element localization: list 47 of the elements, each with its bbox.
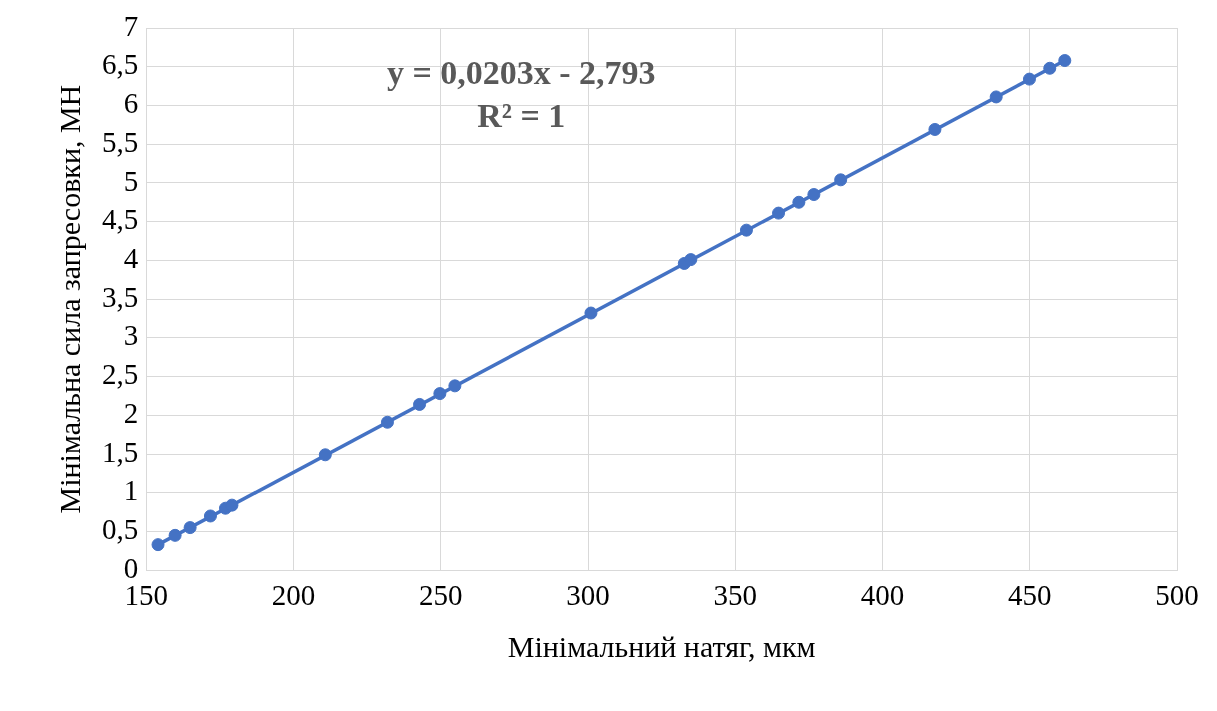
y-tick-label: 5 [123, 164, 139, 197]
point [1043, 61, 1057, 75]
point [151, 538, 165, 552]
point [1058, 54, 1072, 68]
y-tick-label: 7 [123, 9, 139, 42]
y-tick-label: 6,5 [102, 48, 139, 81]
y-tick-label: 2 [123, 396, 139, 429]
point [1022, 72, 1036, 86]
y-tick-label: 6 [123, 87, 139, 120]
y-tick-label: 3,5 [102, 280, 139, 313]
y-tick-label: 2,5 [102, 358, 139, 391]
x-tick-label: 500 [1155, 579, 1199, 612]
y-tick-label: 4 [123, 241, 139, 274]
point [807, 188, 821, 202]
point [203, 509, 217, 523]
y-axis-title: Мінімальна сила запресовки, МН [52, 84, 86, 514]
y-tick-label: 1 [123, 474, 139, 507]
x-tick-label: 250 [419, 579, 463, 612]
point [739, 223, 753, 237]
point [433, 387, 447, 401]
point [772, 206, 786, 220]
x-tick-label: 200 [271, 579, 316, 612]
x-tick-label: 350 [713, 579, 757, 612]
point [792, 195, 806, 209]
point [989, 90, 1003, 104]
point [183, 521, 197, 535]
y-tick-label: 5,5 [102, 125, 139, 158]
y-tick-label: 0,5 [102, 513, 139, 546]
annotation: R² = 1 [477, 96, 566, 134]
point [928, 122, 942, 136]
x-tick-label: 450 [1008, 579, 1052, 612]
x-tick-label: 400 [860, 579, 905, 612]
point [834, 173, 848, 187]
point [684, 253, 698, 267]
y-tick-label: 4,5 [102, 203, 139, 236]
point [584, 306, 598, 320]
point [380, 415, 394, 429]
y-tick-label: 3 [123, 319, 139, 352]
y-tick-label: 1,5 [102, 435, 139, 468]
point [318, 448, 332, 462]
x-axis-title: Мінімальний натяг, мкм [507, 629, 816, 663]
point [225, 498, 239, 512]
annotation: y = 0,0203x - 2,793 [386, 53, 656, 91]
point [448, 379, 462, 393]
point [168, 528, 182, 542]
x-tick-label: 300 [566, 579, 610, 612]
point [413, 397, 427, 411]
